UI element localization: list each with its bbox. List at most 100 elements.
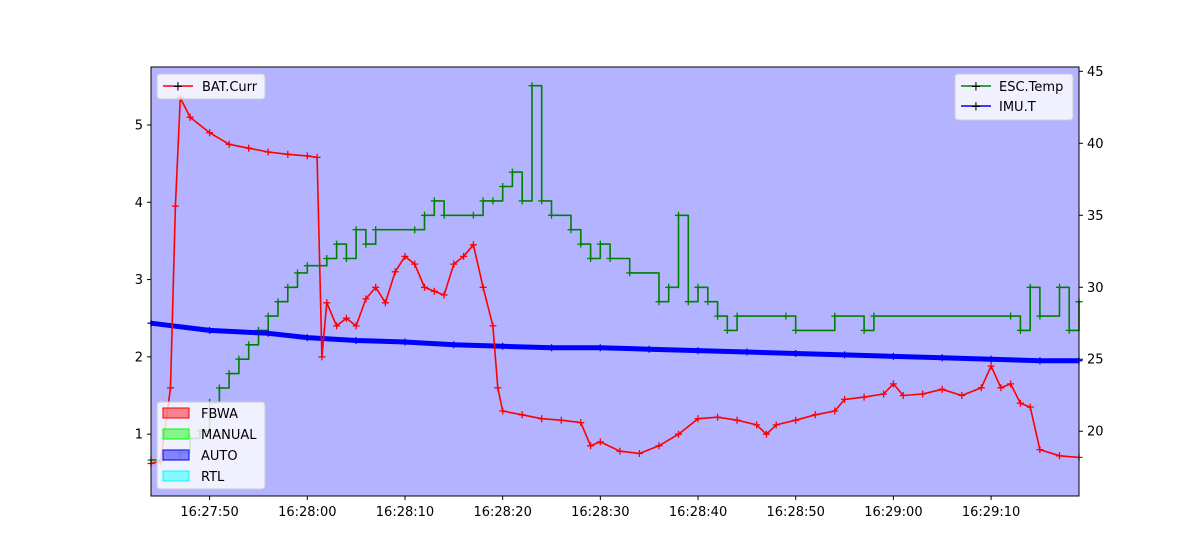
- data-point-esc-temp: [792, 326, 800, 334]
- data-point-bat-curr: [245, 144, 253, 152]
- data-point-bat-curr: [323, 299, 331, 307]
- data-point-esc-temp: [596, 240, 604, 248]
- data-point-bat-curr: [714, 413, 722, 421]
- data-point-esc-temp: [469, 211, 477, 219]
- data-point-esc-temp: [870, 312, 878, 320]
- data-point-bat-curr: [333, 322, 341, 330]
- legend-label-auto: AUTO: [201, 449, 238, 464]
- data-point-esc-temp: [684, 298, 692, 306]
- data-point-esc-temp: [606, 255, 614, 262]
- data-point-bat-curr: [772, 421, 780, 429]
- data-point-esc-temp: [215, 384, 223, 392]
- series-line-bat-curr: [150, 97, 1080, 465]
- data-point-esc-temp: [440, 211, 448, 219]
- data-point-bat-curr: [469, 241, 477, 249]
- x-tick-label: 16:28:00: [278, 505, 336, 520]
- legend-swatch-auto: [162, 449, 190, 461]
- data-point-imu-t: [645, 345, 653, 353]
- series-line-imu-t: [150, 320, 1079, 364]
- data-point-bat-curr: [889, 380, 897, 388]
- plot-frame: [150, 66, 1080, 497]
- data-point-bat-curr: [186, 113, 194, 121]
- data-point-imu-t: [987, 355, 995, 363]
- data-point-esc-temp: [860, 326, 868, 334]
- data-point-imu-t: [450, 341, 458, 349]
- data-point-bat-curr: [997, 384, 1005, 392]
- y-left-tick-label: 3: [135, 273, 143, 288]
- data-point-bat-curr: [440, 291, 448, 299]
- series-bat-curr: [147, 94, 1083, 467]
- data-point-bat-curr: [616, 447, 624, 455]
- data-point-bat-curr: [489, 322, 497, 330]
- data-point-esc-temp: [1007, 312, 1015, 320]
- data-point-bat-curr: [538, 415, 546, 423]
- data-point-esc-temp: [675, 211, 682, 219]
- data-point-bat-curr: [342, 314, 350, 322]
- y-left-tick-label: 4: [135, 196, 143, 211]
- legend-swatch-fbwa: [162, 407, 190, 419]
- data-point-bat-curr: [596, 438, 604, 446]
- data-point-bat-curr: [1016, 399, 1024, 407]
- data-point-esc-temp: [508, 168, 516, 176]
- data-point-esc-temp: [284, 283, 292, 291]
- data-point-bat-curr: [391, 268, 399, 276]
- data-point-esc-temp: [733, 312, 741, 320]
- data-point-imu-t: [938, 354, 946, 362]
- data-point-bat-curr: [1056, 452, 1063, 460]
- data-point-bat-curr: [977, 384, 985, 392]
- data-point-esc-temp: [1036, 312, 1044, 320]
- legend-marker-esc-temp: +: [971, 80, 982, 95]
- data-point-esc-temp: [538, 197, 546, 205]
- data-point-bat-curr: [479, 283, 487, 291]
- legend-modes: FBWA MANUAL AUTO RTL: [156, 401, 266, 490]
- data-point-bat-curr: [694, 415, 702, 423]
- data-point-imu-t: [499, 342, 507, 350]
- data-point-bat-curr: [499, 407, 507, 415]
- data-point-esc-temp: [303, 262, 311, 270]
- legend-label-fbwa: FBWA: [201, 407, 238, 422]
- legend-label-esc-temp: ESC.Temp: [999, 80, 1063, 95]
- series-layer: [147, 82, 1083, 467]
- data-point-bat-curr: [430, 287, 438, 295]
- data-point-imu-t: [264, 329, 272, 337]
- data-point-bat-curr: [733, 416, 741, 424]
- y-right-tick-label: 40: [1087, 137, 1104, 152]
- data-point-bat-curr: [841, 395, 849, 403]
- data-point-esc-temp: [1056, 283, 1063, 291]
- data-point-bat-curr: [352, 322, 360, 330]
- data-point-esc-temp: [723, 326, 731, 334]
- data-point-bat-curr: [206, 129, 214, 137]
- data-point-esc-temp: [489, 197, 497, 205]
- data-point-esc-temp: [499, 183, 507, 190]
- legend-modes-box: [156, 401, 266, 490]
- data-point-bat-curr: [880, 390, 888, 398]
- data-point-esc-temp: [225, 370, 233, 378]
- data-point-bat-curr: [1036, 446, 1044, 454]
- x-tick-label: 16:28:50: [767, 505, 825, 520]
- data-point-imu-t: [743, 348, 751, 356]
- data-point-esc-temp: [831, 312, 839, 320]
- data-point-esc-temp: [245, 341, 253, 349]
- data-point-esc-temp: [323, 255, 331, 262]
- data-point-esc-temp: [704, 298, 712, 306]
- y-left-tick-label: 2: [135, 350, 143, 365]
- data-point-bat-curr: [675, 430, 682, 438]
- data-point-bat-curr: [958, 392, 966, 399]
- data-point-bat-curr: [899, 392, 907, 399]
- data-point-esc-temp: [782, 312, 790, 320]
- data-point-esc-temp: [264, 312, 272, 320]
- x-tick-label: 16:27:50: [180, 505, 238, 520]
- data-point-esc-temp: [421, 211, 428, 219]
- data-point-esc-temp: [665, 283, 673, 291]
- series-imu-t: [147, 319, 1083, 365]
- data-point-bat-curr: [762, 430, 770, 438]
- data-point-bat-curr: [411, 260, 419, 268]
- data-point-imu-t: [694, 347, 702, 355]
- y-right-tick-label: 25: [1087, 353, 1104, 368]
- data-point-bat-curr: [753, 421, 761, 429]
- data-point-bat-curr: [811, 411, 819, 419]
- data-point-bat-curr: [167, 384, 174, 392]
- data-point-bat-curr: [171, 202, 179, 210]
- data-point-esc-temp: [1065, 326, 1073, 334]
- data-point-bat-curr: [303, 152, 311, 160]
